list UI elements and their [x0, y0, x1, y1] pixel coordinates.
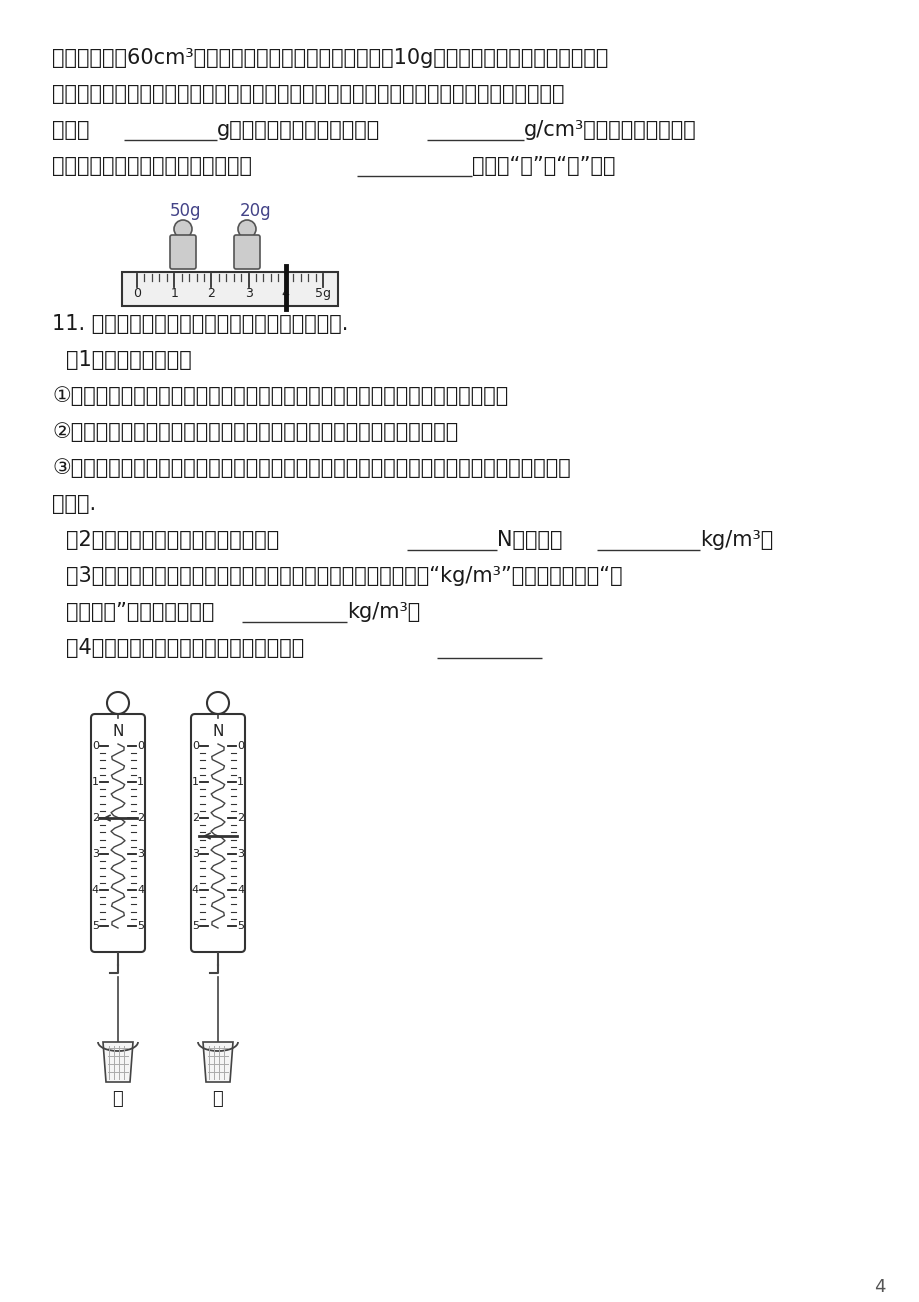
- Text: 2: 2: [192, 812, 199, 823]
- Text: 5: 5: [92, 921, 99, 931]
- Text: 0: 0: [133, 286, 141, 299]
- Text: 4: 4: [281, 286, 289, 299]
- Text: 1: 1: [170, 286, 178, 299]
- Polygon shape: [103, 1042, 133, 1082]
- Text: （选填“大”、“小”）．: （选填“大”、“小”）．: [471, 156, 615, 176]
- Text: ①把塑料杯挂在弹簧测力计的挂钉上，然后再将测力计的指针调整到零刻度线处；: ①把塑料杯挂在弹簧测力计的挂钉上，然后再将测力计的指针调整到零刻度线处；: [52, 385, 507, 406]
- Text: 11. 小刚同学利用弹簧测力计等器材测量液体密度.: 11. 小刚同学利用弹簧测力计等器材测量液体密度.: [52, 314, 348, 335]
- Text: 1: 1: [237, 777, 244, 786]
- Text: g/cm³．分析该测量过程，: g/cm³．分析该测量过程，: [524, 120, 696, 141]
- Text: （4）他计算待测液体密度所依据的原理是: （4）他计算待测液体密度所依据的原理是: [66, 638, 304, 658]
- Text: （1）主要步骤如下：: （1）主要步骤如下：: [66, 350, 191, 370]
- Text: 乙: 乙: [212, 1090, 223, 1108]
- Text: N: N: [112, 724, 123, 740]
- Text: 质量是: 质量是: [52, 120, 89, 141]
- Circle shape: [174, 220, 192, 238]
- Circle shape: [238, 220, 255, 238]
- Text: g，则他算出该盐水的密度是: g，则他算出该盐水的密度是: [217, 120, 380, 141]
- Text: 2: 2: [208, 286, 215, 299]
- Text: 3: 3: [237, 849, 244, 859]
- Text: 测出其体积为60cm³，然后用天平测出了空烧杯的质量为10g，再将量筒中的盐水倒入烧杯，: 测出其体积为60cm³，然后用天平测出了空烧杯的质量为10g，再将量筒中的盐水倒…: [52, 48, 607, 68]
- Text: 你认为小江测出的盐水密度比真实值: 你认为小江测出的盐水密度比真实值: [52, 156, 252, 176]
- Text: 0: 0: [92, 741, 99, 751]
- Text: 1: 1: [92, 777, 99, 786]
- Text: kg/m³．: kg/m³．: [346, 602, 420, 622]
- Text: 0: 0: [192, 741, 199, 751]
- Text: 4: 4: [873, 1279, 885, 1295]
- Text: 3: 3: [137, 849, 144, 859]
- Text: 5: 5: [137, 921, 144, 931]
- Text: 4: 4: [92, 885, 99, 894]
- Text: ②在塑料杯中装入一定体积的水后，弹簧测力计指针的位置如图甲所示；: ②在塑料杯中装入一定体积的水后，弹簧测力计指针的位置如图甲所示；: [52, 422, 458, 441]
- FancyBboxPatch shape: [233, 234, 260, 270]
- Polygon shape: [203, 1042, 233, 1082]
- Bar: [122, 272, 337, 306]
- Text: 甲: 甲: [112, 1090, 123, 1108]
- Text: 3: 3: [92, 849, 99, 859]
- Text: 2: 2: [237, 812, 244, 823]
- FancyBboxPatch shape: [170, 234, 196, 270]
- Text: 乙所示.: 乙所示.: [52, 493, 96, 514]
- Text: 3: 3: [192, 849, 199, 859]
- Text: 5g: 5g: [314, 286, 331, 299]
- Text: 测量盐水和烧杯的总质量，天平平衡后右盘中的码码和游码在标尺上的位置如图所示，则其总: 测量盐水和烧杯的总质量，天平平衡后右盘中的码码和游码在标尺上的位置如图所示，则其…: [52, 85, 564, 104]
- Text: 0: 0: [137, 741, 144, 751]
- FancyBboxPatch shape: [91, 713, 145, 952]
- Text: 4: 4: [192, 885, 199, 894]
- Text: （3）如果小刚同学把这个弹簧测力计面板上的物理量的单位改为“kg/m³”，他改造的这个“液: （3）如果小刚同学把这个弹簧测力计面板上的物理量的单位改为“kg/m³”，他改造…: [66, 566, 622, 586]
- Text: N: N: [212, 724, 223, 740]
- Text: 5: 5: [192, 921, 199, 931]
- Text: 50g: 50g: [170, 202, 201, 220]
- Text: kg/m³，: kg/m³，: [699, 530, 772, 549]
- Text: 0: 0: [237, 741, 244, 751]
- Text: N；密度为: N；密度为: [496, 530, 562, 549]
- FancyBboxPatch shape: [191, 713, 244, 952]
- Text: 20g: 20g: [240, 202, 271, 220]
- Text: 3: 3: [244, 286, 252, 299]
- Text: 5: 5: [237, 921, 244, 931]
- Text: （2）由此可知，塑料杯中待测液体重: （2）由此可知，塑料杯中待测液体重: [66, 530, 279, 549]
- Text: 4: 4: [237, 885, 244, 894]
- Text: 4: 4: [137, 885, 144, 894]
- Text: 体密度计”的最大测量值是: 体密度计”的最大测量值是: [66, 602, 214, 622]
- Text: 2: 2: [92, 812, 99, 823]
- Text: ③将塑料杯中的水倒尽，再向塑料杯中注入体积相等的待测液体，弹簧测力计指针的位置如图: ③将塑料杯中的水倒尽，再向塑料杯中注入体积相等的待测液体，弹簧测力计指针的位置如…: [52, 458, 570, 478]
- Text: 1: 1: [192, 777, 199, 786]
- Text: 2: 2: [137, 812, 144, 823]
- Text: 1: 1: [137, 777, 144, 786]
